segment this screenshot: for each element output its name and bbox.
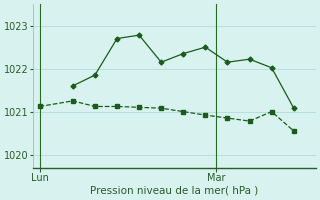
X-axis label: Pression niveau de la mer( hPa ): Pression niveau de la mer( hPa ) — [90, 186, 259, 196]
